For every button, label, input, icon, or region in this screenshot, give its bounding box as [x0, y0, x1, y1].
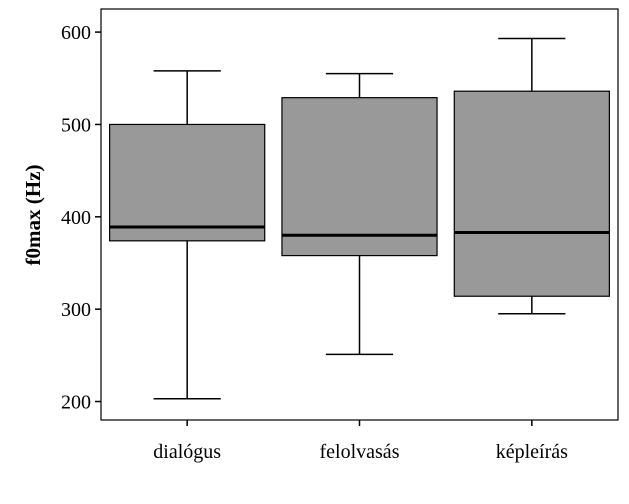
x-tick-label: dialógus — [153, 441, 221, 463]
box-iqr — [109, 123, 266, 242]
boxes — [109, 37, 610, 400]
box-iqr — [453, 90, 610, 297]
y-tick-label: 600 — [61, 22, 91, 44]
y-tick-label: 300 — [61, 299, 91, 321]
box-3 — [453, 37, 610, 315]
x-axis: dialógus felolvasás képleírás — [153, 420, 568, 463]
box-1 — [109, 70, 266, 400]
y-axis: 200 300 400 500 600 — [61, 22, 101, 414]
y-tick-label: 200 — [61, 392, 91, 414]
box-2 — [281, 72, 438, 356]
x-tick-label: felolvasás — [320, 441, 400, 463]
y-tick-label: 400 — [61, 207, 91, 229]
y-axis-title: f0max (Hz) — [21, 165, 45, 266]
box-iqr — [281, 97, 438, 257]
x-tick-label: képleírás — [496, 441, 568, 463]
y-tick-label: 500 — [61, 114, 91, 136]
